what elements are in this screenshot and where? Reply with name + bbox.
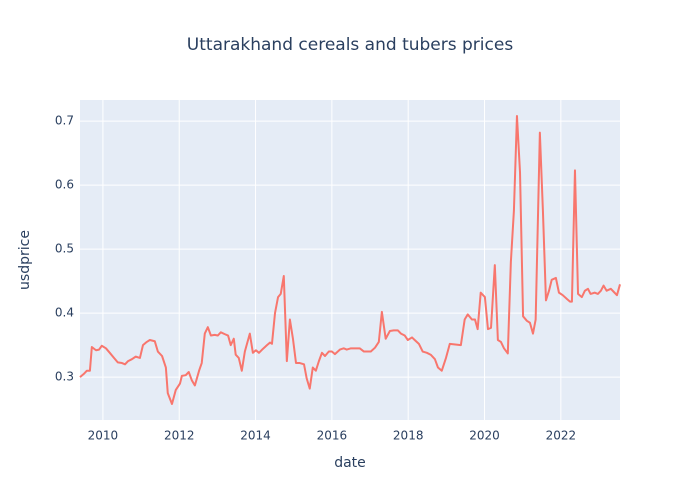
y-tick-label: 0.3 — [55, 370, 74, 384]
x-tick-label: 2010 — [88, 429, 119, 443]
x-tick-label: 2014 — [240, 429, 271, 443]
x-tick-label: 2012 — [164, 429, 195, 443]
y-tick-label: 0.6 — [55, 178, 74, 192]
grid — [80, 100, 620, 420]
y-tick-label: 0.5 — [55, 242, 74, 256]
x-tick-label: 2016 — [317, 429, 348, 443]
x-axis-title: date — [334, 455, 366, 471]
x-tick-label: 2022 — [546, 429, 577, 443]
chart-title: Uttarakhand cereals and tubers prices — [187, 35, 514, 55]
y-tick-label: 0.4 — [55, 306, 74, 320]
x-tick-label: 2020 — [469, 429, 500, 443]
x-tick-label: 2018 — [393, 429, 424, 443]
y-axis-title: usdprice — [17, 230, 33, 290]
plot-area — [80, 100, 620, 420]
price-line — [79, 115, 621, 405]
y-tick-label: 0.7 — [55, 114, 74, 128]
